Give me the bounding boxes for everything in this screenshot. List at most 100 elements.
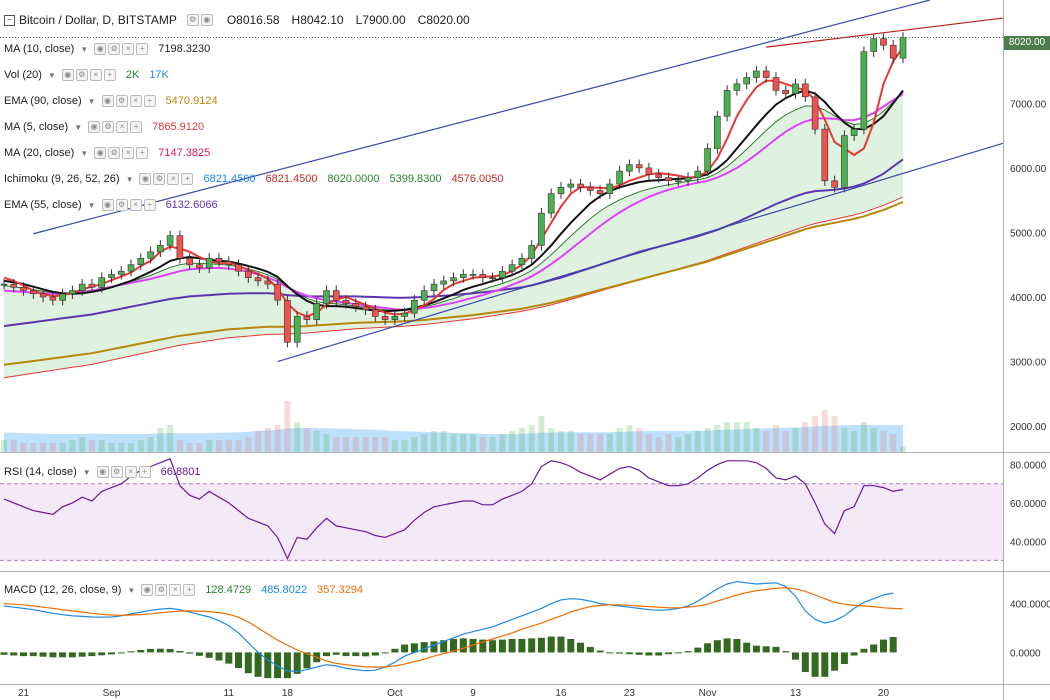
candle-body [39, 293, 47, 298]
settings-icon[interactable]: ⚙ [186, 14, 199, 26]
legend-ma5-controls[interactable]: ◉ ⚙ × + [88, 121, 143, 133]
caret-down-icon[interactable]: ▼ [80, 148, 89, 158]
caret-down-icon[interactable]: ▼ [47, 70, 56, 80]
candle-body [850, 128, 858, 136]
caret-down-icon[interactable]: ▼ [80, 44, 89, 54]
legend-ma20-controls[interactable]: ◉ ⚙ × + [94, 147, 149, 159]
more-icon[interactable]: + [130, 121, 143, 133]
legend-ma10-controls[interactable]: ◉ ⚙ × + [94, 43, 149, 55]
legend-ema90-controls[interactable]: ◉ ⚙ × + [101, 95, 156, 107]
macd-histogram-bar [137, 650, 145, 653]
caret-down-icon[interactable]: ▼ [125, 174, 134, 184]
candle-body [801, 83, 809, 98]
title-controls[interactable]: ⚙ ◉ [186, 14, 213, 26]
legend-ema90-name: EMA (90, close) [4, 95, 82, 107]
eye-icon[interactable]: ◉ [88, 121, 101, 133]
legend-ema55-value: 6132.6066 [165, 199, 218, 211]
candle-body [821, 128, 829, 182]
legend-ma20: MA (20, close) ▼ ◉ ⚙ × +7147.3825 [4, 146, 220, 160]
close-icon[interactable]: × [122, 147, 135, 159]
close-icon[interactable]: × [167, 173, 180, 185]
settings-icon[interactable]: ⚙ [115, 95, 128, 107]
more-icon[interactable]: + [143, 199, 156, 211]
candle-body [616, 170, 623, 185]
price-tick-label: 6000.00 [1010, 164, 1047, 175]
volume-bar [714, 425, 721, 452]
macd-histogram-bar [880, 639, 887, 653]
candle-body [59, 293, 66, 301]
settings-icon[interactable]: ⚙ [108, 147, 121, 159]
close-icon[interactable]: × [89, 69, 102, 81]
macd-controls[interactable]: ◉ ⚙ × + [141, 584, 196, 596]
more-icon[interactable]: + [181, 173, 194, 185]
legend-ema55-controls[interactable]: ◉ ⚙ × + [101, 199, 156, 211]
settings-icon[interactable]: ⚙ [110, 466, 123, 478]
volume-bar [98, 440, 105, 452]
collapse-icon[interactable]: − [4, 14, 15, 26]
ma10-line [3, 89, 904, 313]
volume-bar [489, 437, 496, 452]
close-icon[interactable]: × [116, 121, 129, 133]
settings-icon[interactable]: ⚙ [155, 584, 168, 596]
volume-bar [860, 422, 867, 452]
legend-ichimoku-controls[interactable]: ◉ ⚙ × + [139, 173, 194, 185]
caret-down-icon[interactable]: ▼ [82, 467, 91, 477]
macd-histogram-bar [0, 652, 8, 655]
eye-icon[interactable]: ◉ [139, 173, 152, 185]
more-icon[interactable]: + [138, 466, 151, 478]
macd-histogram-bar [655, 652, 663, 656]
eye-icon[interactable]: ◉ [101, 95, 114, 107]
volume-bar [538, 416, 545, 452]
candle-body [78, 283, 86, 291]
eye-icon[interactable]: ◉ [61, 69, 74, 81]
macd-histogram-bar [850, 652, 858, 656]
eye-icon[interactable]: ◉ [200, 14, 213, 26]
caret-down-icon[interactable]: ▼ [87, 96, 96, 106]
more-icon[interactable]: + [183, 584, 196, 596]
volume-bar [323, 434, 330, 452]
volume-bar [518, 428, 525, 452]
settings-icon[interactable]: ⚙ [115, 199, 128, 211]
close-icon[interactable]: × [122, 43, 135, 55]
macd-histogram-bar [547, 636, 555, 653]
volume-bar [655, 437, 662, 452]
caret-down-icon[interactable]: ▼ [87, 200, 96, 210]
volume-bar [675, 437, 682, 452]
candle-body [342, 299, 350, 304]
settings-icon[interactable]: ⚙ [102, 121, 115, 133]
macd-histogram-bar [459, 638, 467, 653]
volume-bar [167, 425, 174, 452]
eye-icon[interactable]: ◉ [141, 584, 154, 596]
settings-icon[interactable]: ⚙ [75, 69, 88, 81]
volume-bar [79, 437, 86, 452]
close-icon[interactable]: × [129, 199, 142, 211]
more-icon[interactable]: + [136, 43, 149, 55]
close-icon[interactable]: × [129, 95, 142, 107]
settings-icon[interactable]: ⚙ [153, 173, 166, 185]
eye-icon[interactable]: ◉ [94, 147, 107, 159]
candle-body [606, 183, 614, 194]
more-icon[interactable]: + [103, 69, 116, 81]
more-icon[interactable]: + [143, 95, 156, 107]
close-icon[interactable]: × [124, 466, 137, 478]
caret-down-icon[interactable]: ▼ [127, 585, 136, 595]
more-icon[interactable]: + [136, 147, 149, 159]
rsi-controls[interactable]: ◉ ⚙ × + [96, 466, 151, 478]
close-icon[interactable]: × [169, 584, 182, 596]
resistance-line [766, 17, 1004, 48]
eye-icon[interactable]: ◉ [94, 43, 107, 55]
candle-body [186, 257, 193, 266]
eye-icon[interactable]: ◉ [101, 199, 114, 211]
eye-icon[interactable]: ◉ [96, 466, 109, 478]
caret-down-icon[interactable]: ▼ [74, 122, 83, 132]
price-tick-label: 4000.00 [1010, 293, 1047, 304]
macd-histogram-bar [694, 647, 702, 653]
settings-icon[interactable]: ⚙ [108, 43, 121, 55]
macd-histogram-bar [323, 652, 330, 657]
volume-bar [421, 434, 428, 452]
legend-vol-controls[interactable]: ◉ ⚙ × + [61, 69, 116, 81]
candle-body [586, 187, 594, 191]
candle-body [684, 177, 692, 182]
macd-histogram-bar [235, 652, 242, 668]
